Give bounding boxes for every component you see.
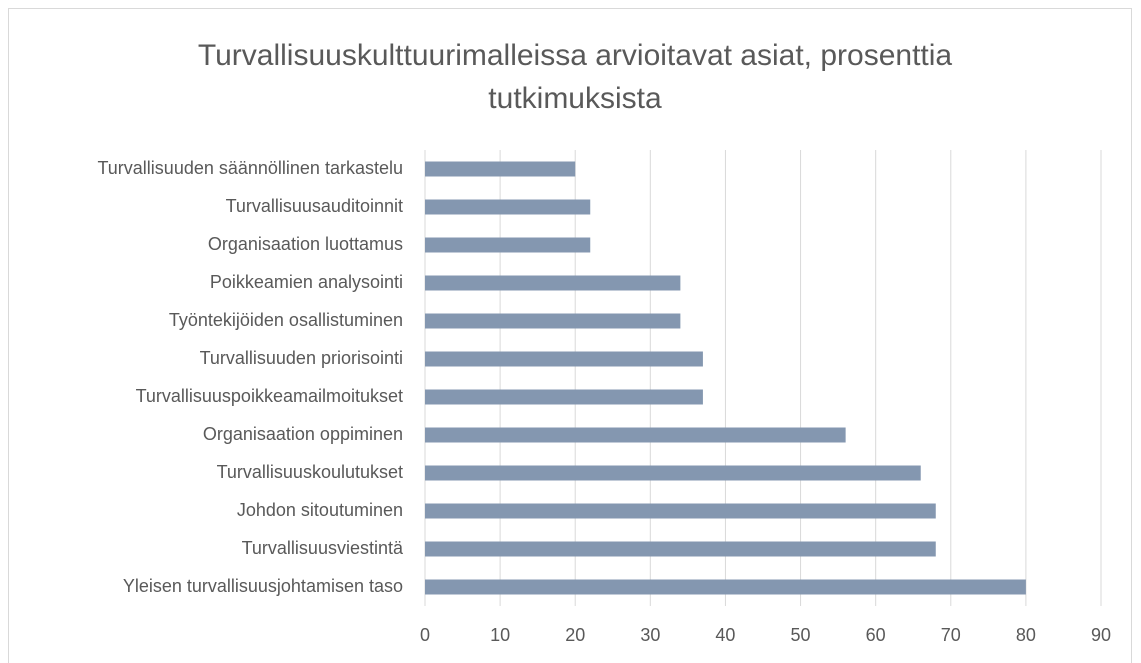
y-tick-label: Turvallisuusauditoinnit <box>226 196 403 216</box>
y-tick-label: Organisaation luottamus <box>208 234 403 254</box>
x-tick-label: 30 <box>640 625 660 645</box>
y-tick-label: Poikkeamien analysointi <box>210 272 403 292</box>
x-tick-label: 50 <box>791 625 811 645</box>
bar <box>425 503 936 519</box>
x-tick-label: 80 <box>1016 625 1036 645</box>
x-tick-label: 20 <box>565 625 585 645</box>
y-tick-label: Turvallisuusviestintä <box>242 538 404 558</box>
bar <box>425 199 591 215</box>
y-tick-label: Työntekijöiden osallistuminen <box>169 310 403 330</box>
y-tick-label: Johdon sitoutuminen <box>237 500 403 520</box>
bar <box>425 313 681 329</box>
x-tick-label: 70 <box>941 625 961 645</box>
y-tick-label: Organisaation oppiminen <box>203 424 403 444</box>
chart-frame <box>8 8 1132 663</box>
chart-title: Turvallisuuskulttuurimalleissa arvioitav… <box>197 39 953 115</box>
bar <box>425 389 703 405</box>
bar <box>425 465 921 481</box>
y-tick-label: Yleisen turvallisuusjohtamisen taso <box>123 576 403 596</box>
bar <box>425 579 1026 595</box>
y-tick-label: Turvallisuuden priorisointi <box>200 348 403 368</box>
bar <box>425 351 703 367</box>
bar <box>425 237 591 253</box>
x-tick-label: 90 <box>1091 625 1111 645</box>
y-tick-label: Turvallisuuskoulutukset <box>217 462 403 482</box>
y-tick-label: Turvallisuuspoikkeamailmoitukset <box>136 386 403 406</box>
x-tick-label: 10 <box>490 625 510 645</box>
bar <box>425 541 936 557</box>
bar <box>425 427 846 443</box>
x-tick-label: 0 <box>420 625 430 645</box>
x-tick-label: 60 <box>866 625 886 645</box>
y-tick-label: Turvallisuuden säännöllinen tarkastelu <box>97 158 403 178</box>
bar <box>425 275 681 291</box>
x-tick-label: 40 <box>715 625 735 645</box>
bar <box>425 161 576 177</box>
